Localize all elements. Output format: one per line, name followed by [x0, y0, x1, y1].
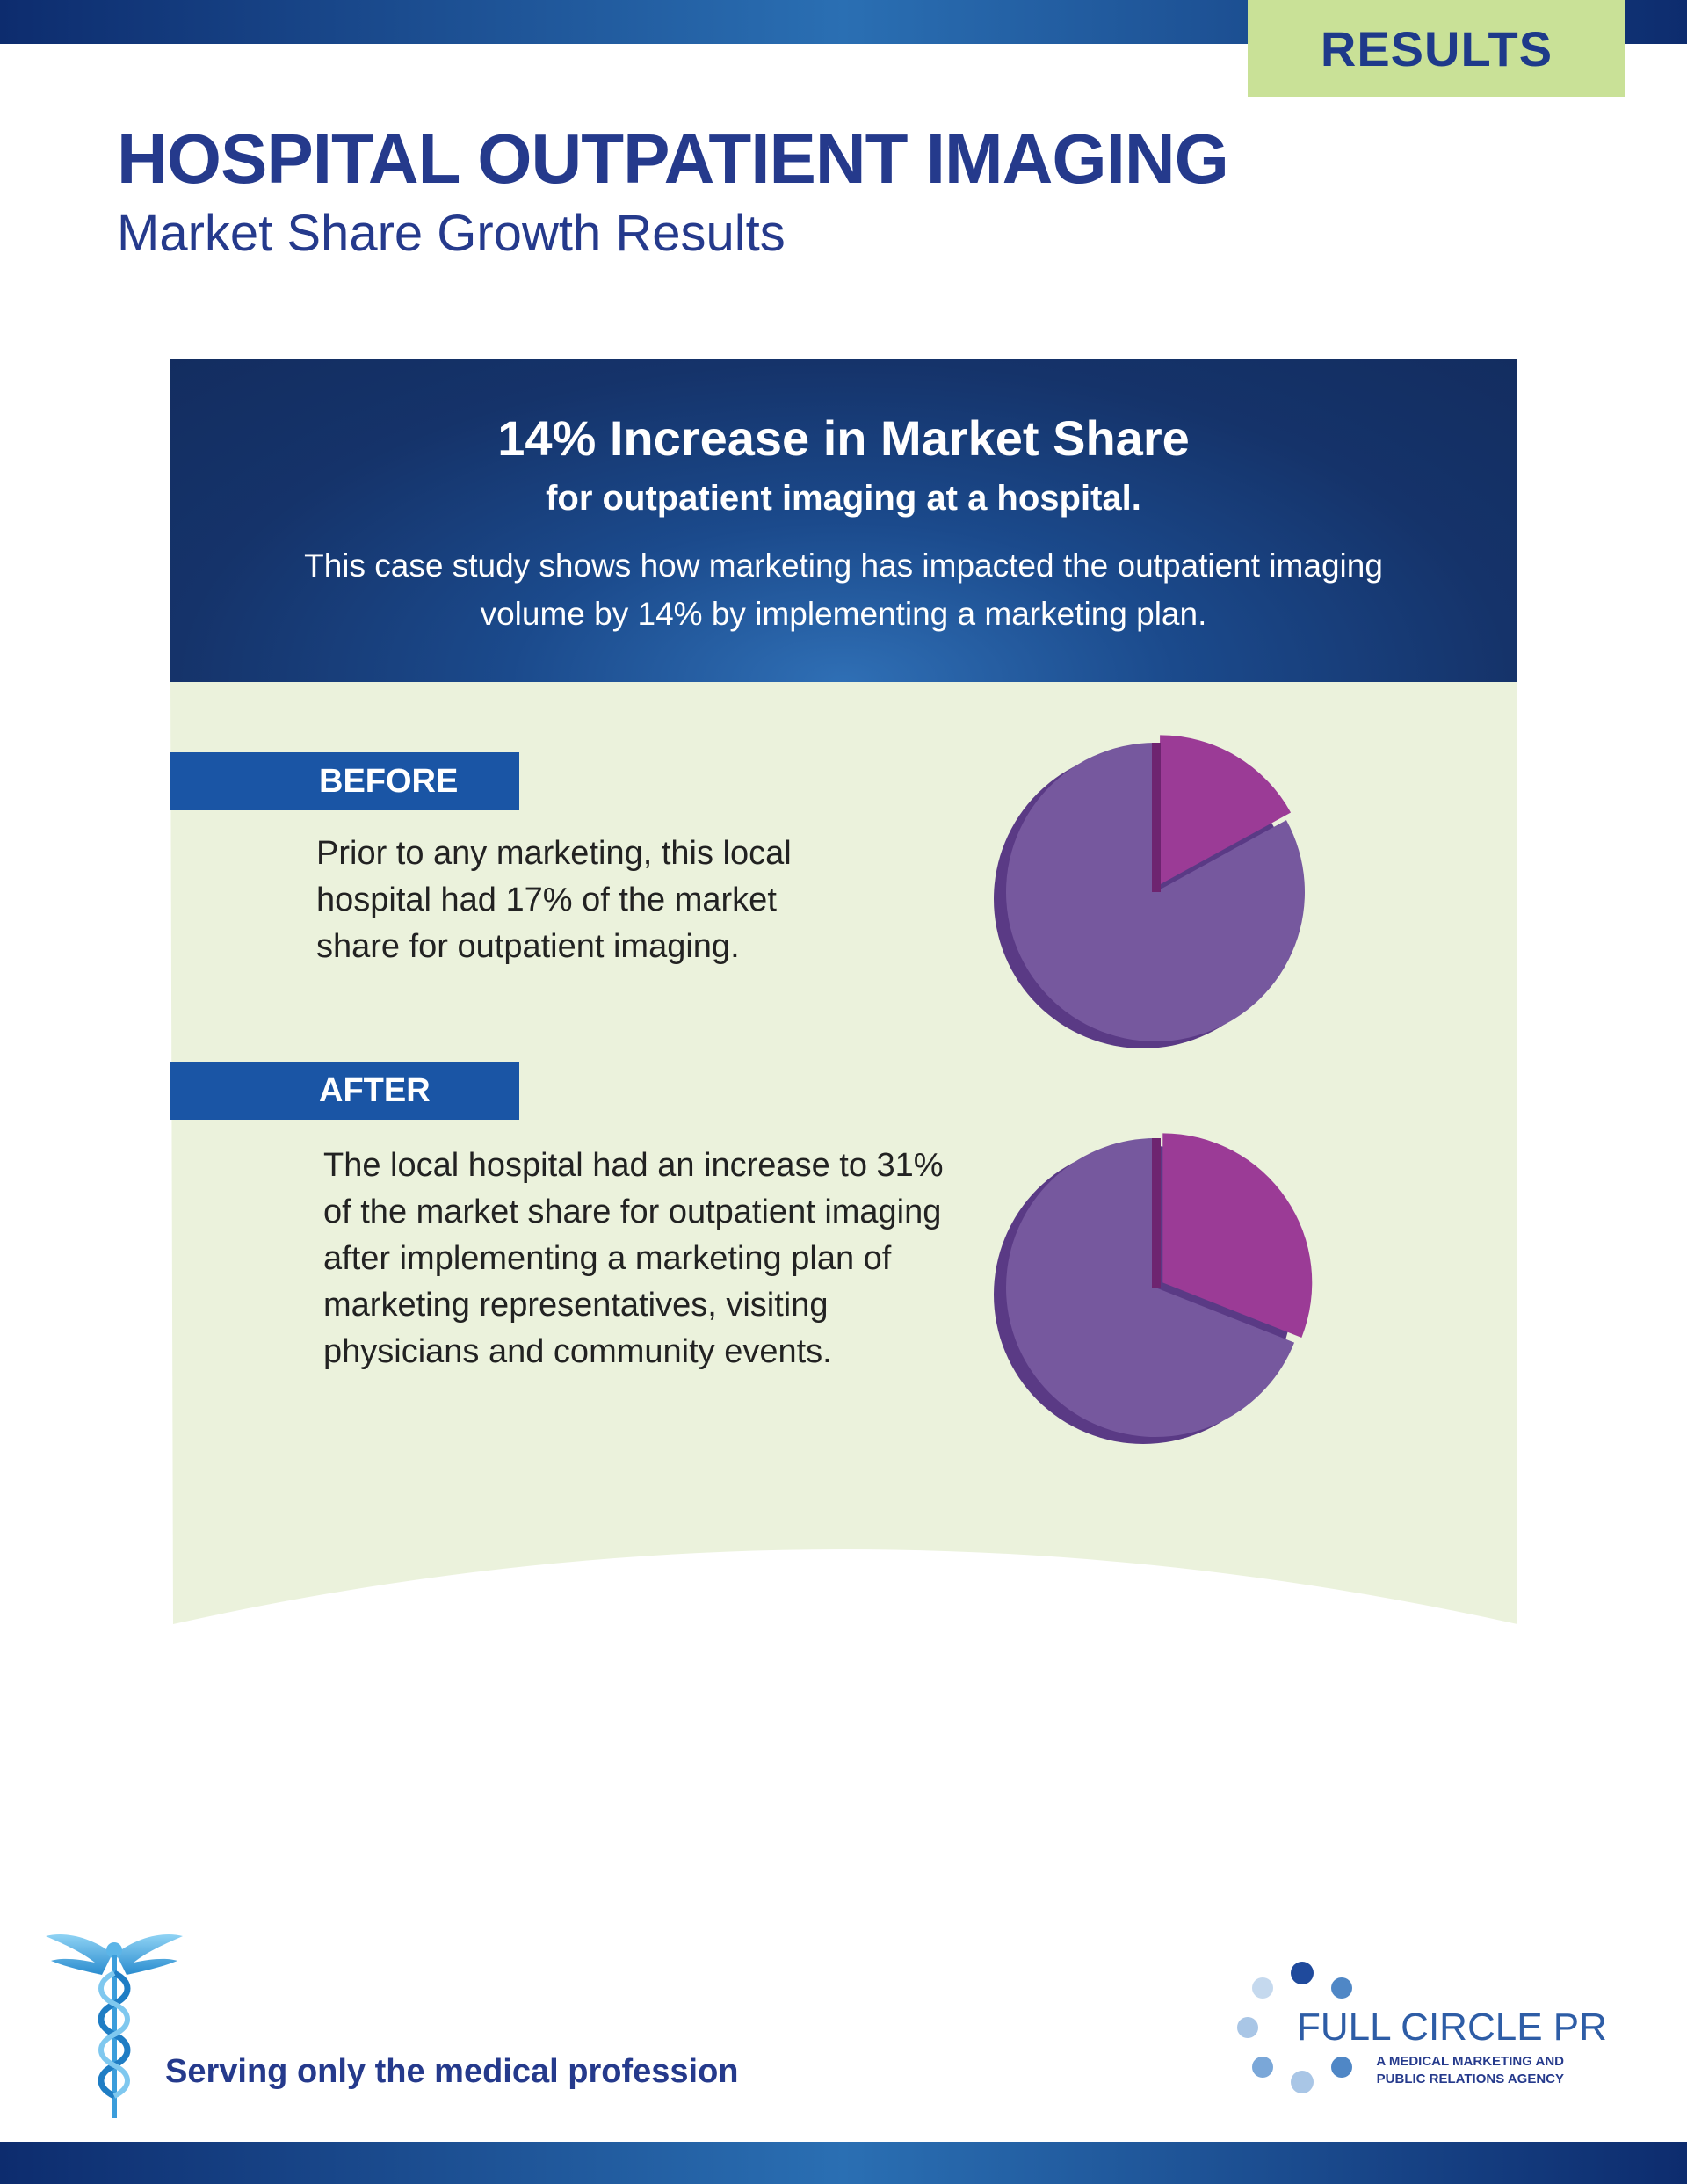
after-label-text: AFTER [319, 1072, 431, 1109]
results-tab: RESULTS [1248, 0, 1625, 97]
subheadline: for outpatient imaging at a hospital. [546, 479, 1141, 518]
results-tab-label: RESULTS [1320, 20, 1553, 76]
header-description: This case study shows how marketing has … [304, 548, 1383, 632]
page-subtitle: Market Share Growth Results [117, 205, 786, 262]
before-label: BEFORE [170, 752, 519, 810]
footer-tagline: Serving only the medical profession [165, 2053, 739, 2090]
before-description: Prior to any marketing, this local hospi… [316, 835, 792, 965]
after-label: AFTER [170, 1062, 519, 1120]
after-pie-slice-1 [1006, 1138, 1295, 1437]
after-pie-slice-0 [1162, 1133, 1313, 1338]
before-pie-slice-edge [1152, 743, 1161, 892]
after-pie-slice-edge [1152, 1138, 1161, 1288]
headline: 14% Increase in Market Share [497, 410, 1190, 466]
logo-tagline: A MEDICAL MARKETING AND PUBLIC RELATIONS… [1376, 2054, 1564, 2086]
after-description: The local hospital had an increase to 31… [323, 1147, 944, 1370]
page-title: HOSPITAL OUTPATIENT IMAGING [117, 120, 1229, 198]
after-pie-chart [994, 1133, 1313, 1444]
logo-name: FULL CIRCLE PR [1297, 2006, 1607, 2049]
full-circle-pr-logo [1237, 1962, 1352, 2093]
before-pie-slice-0 [1160, 735, 1292, 885]
results-header: 14% Increase in Market Share for outpati… [170, 359, 1517, 682]
caduceus-icon [46, 1934, 183, 2118]
bottom-banner [0, 2142, 1687, 2184]
before-pie-chart [994, 735, 1305, 1048]
before-label-text: BEFORE [319, 763, 459, 800]
